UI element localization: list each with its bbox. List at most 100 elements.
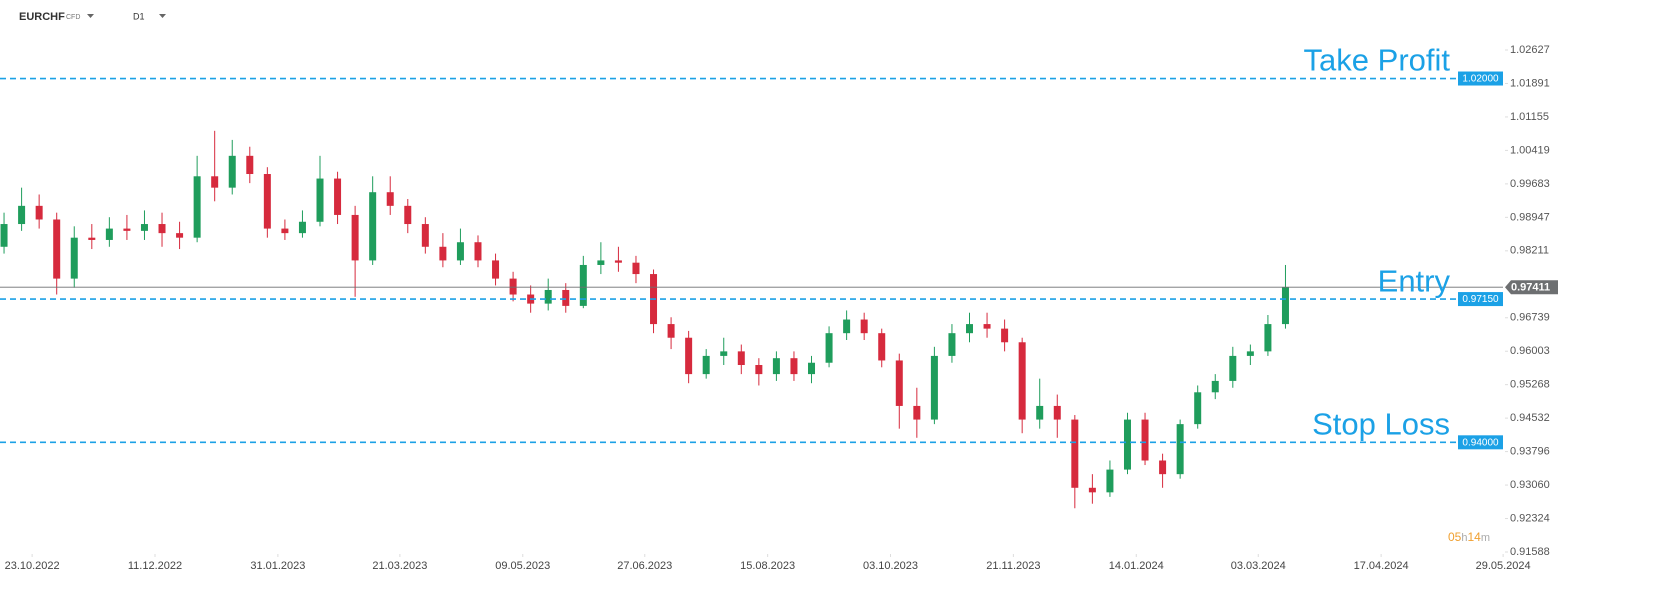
y-tick-label: 0.91588 [1510,546,1550,558]
candle-body [1036,405,1044,420]
candle-body [439,246,447,261]
y-tick-label: 0.95268 [1510,379,1550,391]
candle-body [176,233,184,238]
candle-body [1194,392,1202,425]
x-tick-label: 11.12.2022 [128,560,182,572]
candle-body [1176,424,1184,475]
symbol-dropdown[interactable] [87,14,94,18]
candle-body [1018,342,1026,420]
candle-body [193,176,201,238]
candle-body [720,351,728,356]
candle-body [1106,469,1114,493]
candle-body [386,192,394,206]
y-tick-label: 0.92324 [1510,512,1550,524]
candle-body [1229,355,1237,381]
last-price-tag [1505,280,1558,295]
level-tag [1458,292,1503,307]
candle-body [808,362,816,375]
level-name: Stop Loss [1312,407,1450,442]
y-tick-label: 1.01891 [1510,77,1550,89]
candle-body [983,324,991,329]
y-tick-label: 0.94532 [1510,412,1550,424]
candle-body [913,405,921,420]
y-tick-label: 0.99683 [1510,178,1550,190]
x-tick-label: 21.11.2023 [986,560,1040,572]
candle-body [965,324,973,334]
x-tick-label: 09.05.2023 [495,560,550,572]
candle-body [790,358,798,375]
candle-body [1211,380,1219,393]
candle-body [35,205,43,220]
candle-body [263,174,271,229]
candle-body [843,319,851,334]
candle-body [1264,324,1272,352]
candle-body [562,289,570,306]
y-tick-label: 0.93060 [1510,479,1550,491]
x-tick-label: 15.08.2023 [740,560,795,572]
candle-body [456,242,464,261]
interval[interactable]: D1 [133,11,145,21]
candle-body [53,219,61,279]
level-tag [1458,71,1503,86]
level-tag-label: 0.94000 [1462,437,1499,448]
y-tick-label: 1.01155 [1510,111,1549,123]
candle-body [825,333,833,363]
candle-body [1246,351,1254,356]
candle-body [351,214,359,261]
candle-body [702,355,710,375]
y-tick-label: 0.98947 [1510,211,1550,223]
candle-body [685,337,693,375]
last-price-label: 0.97411 [1511,282,1550,294]
candle-body [70,237,78,279]
candle-body [1088,487,1096,493]
candle-body [105,228,113,240]
candle-body [597,260,605,265]
candle-body [755,365,763,375]
candle-body [632,262,640,275]
candle-body [1141,419,1149,461]
level-name: Take Profit [1304,43,1451,78]
countdown-part: h [1461,532,1467,544]
candle-body [88,237,96,240]
x-tick-label: 29.05.2024 [1476,560,1531,572]
candle-body [579,264,587,306]
candle-body [667,324,675,338]
candle-body [492,260,500,279]
candle-body [1001,328,1009,343]
candle-body [895,360,903,406]
y-tick-label: 1.00419 [1510,144,1550,156]
countdown-part: 05 [1448,530,1462,544]
candle-body [948,333,956,356]
y-tick-label: 0.96003 [1510,345,1550,357]
candle-body [509,278,517,295]
x-tick-label: 23.10.2022 [5,560,60,572]
countdown-part: 14 [1467,530,1481,544]
candle-body [228,155,236,188]
candle-body [614,260,622,263]
candle-body [0,224,8,247]
symbol[interactable]: EURCHF [19,11,65,23]
y-tick-label: 0.98211 [1510,245,1549,257]
candle-body [298,221,306,234]
candle-body [474,242,482,261]
x-tick-label: 27.06.2023 [617,560,672,572]
candle-body [404,205,412,225]
candle-body [860,319,868,334]
candle-body [316,178,324,222]
candle-body [123,228,131,231]
candle-body [1053,405,1061,420]
x-tick-label: 17.04.2024 [1354,560,1409,572]
x-tick-label: 14.01.2024 [1109,560,1164,572]
x-tick-label: 31.01.2023 [250,560,305,572]
candle-body [544,289,552,304]
level-tag-label: 0.97150 [1462,294,1499,305]
interval-dropdown[interactable] [159,14,166,18]
candle-body [930,355,938,420]
candle-body [1071,419,1079,488]
countdown-timer: 05h14m [1448,530,1490,544]
y-tick-label: 0.96739 [1510,312,1550,324]
candle-body [737,351,745,366]
candle-body [334,178,342,215]
